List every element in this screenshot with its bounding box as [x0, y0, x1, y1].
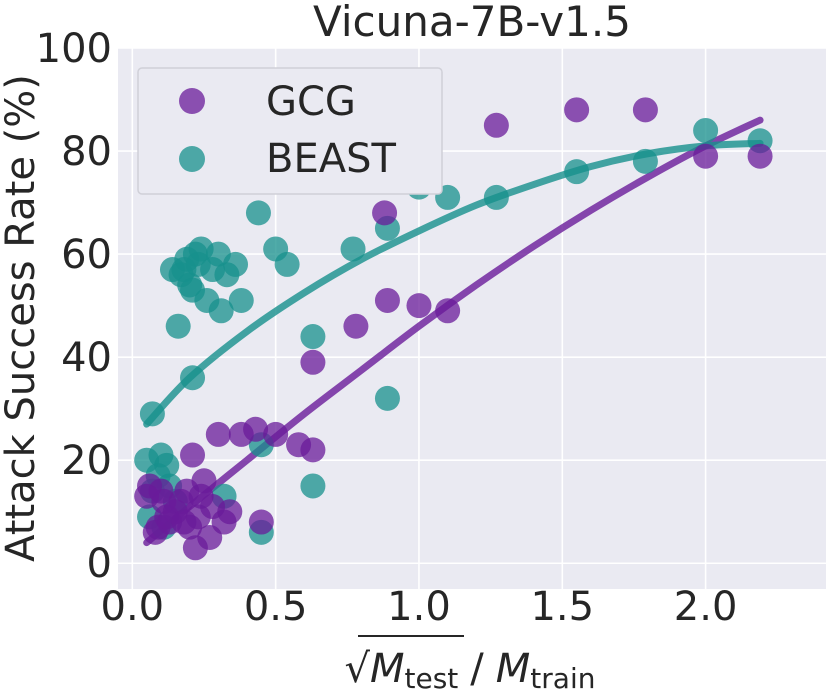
point-beast	[208, 298, 234, 324]
point-gcg	[205, 421, 231, 447]
tick-labels: 0.0 0.5 1.0 1.5 2.0 0 20 40 60 80 100	[36, 26, 738, 630]
point-beast	[374, 385, 400, 411]
point-gcg	[747, 143, 773, 169]
x-tick-label: 1.0	[387, 584, 451, 630]
y-tick-label: 20	[61, 438, 112, 484]
x-label-test-var: M	[370, 646, 405, 692]
y-tick-label: 80	[61, 129, 112, 175]
y-tick-label: 60	[61, 232, 112, 278]
point-beast	[693, 117, 719, 143]
legend-label-beast: BEAST	[266, 136, 396, 182]
point-gcg	[300, 437, 326, 463]
point-gcg	[180, 442, 206, 468]
y-tick-label: 100	[36, 26, 112, 72]
y-axis-label: Attack Success Rate (%)	[0, 74, 44, 562]
legend-label-gcg: GCG	[266, 79, 356, 125]
point-gcg	[300, 349, 326, 375]
x-axis-label: √Mtest / Mtrain	[345, 635, 596, 692]
point-gcg	[564, 97, 590, 123]
point-beast	[180, 365, 206, 391]
point-gcg	[693, 143, 719, 169]
x-tick-label: 2.0	[674, 584, 738, 630]
svg-text:√Mtest/Mtrain: √Mtest / Mtrain	[345, 646, 596, 692]
point-beast	[564, 159, 590, 185]
x-label-test-sub: test	[405, 662, 459, 692]
point-beast	[632, 148, 658, 174]
x-label-divider: /	[470, 646, 484, 692]
point-gcg	[191, 468, 217, 494]
chart-title: Vicuna-7B-v1.5	[313, 0, 631, 46]
point-beast	[483, 184, 509, 210]
point-gcg	[372, 200, 398, 226]
point-beast	[274, 251, 300, 277]
point-gcg	[406, 293, 432, 319]
point-gcg	[483, 112, 509, 138]
x-label-sqrt: √	[345, 646, 371, 692]
point-gcg	[632, 97, 658, 123]
point-beast	[300, 473, 326, 499]
point-gcg	[243, 416, 269, 442]
point-gcg	[248, 509, 274, 535]
point-gcg	[343, 313, 369, 339]
x-tick-label: 0.5	[244, 584, 308, 630]
point-beast	[165, 313, 191, 339]
point-gcg	[435, 298, 461, 324]
point-beast	[139, 401, 165, 427]
point-beast	[300, 324, 326, 350]
point-beast	[223, 251, 249, 277]
data-points	[134, 97, 773, 561]
y-tick-label: 40	[61, 335, 112, 381]
point-gcg	[217, 499, 243, 525]
legend-marker-beast	[179, 146, 205, 172]
point-beast	[228, 287, 254, 313]
legend-marker-gcg	[179, 88, 205, 114]
legend: GCG BEAST	[137, 67, 443, 195]
point-beast	[154, 452, 180, 478]
point-beast	[340, 236, 366, 262]
legend-box	[137, 67, 443, 195]
point-gcg	[374, 287, 400, 313]
x-tick-label: 1.5	[530, 584, 594, 630]
x-tick-label: 0.0	[101, 584, 165, 630]
point-beast	[245, 200, 271, 226]
y-tick-label: 0	[87, 541, 112, 587]
x-label-train-sub: train	[530, 662, 595, 692]
x-label-train-var: M	[496, 646, 531, 692]
point-gcg	[263, 421, 289, 447]
